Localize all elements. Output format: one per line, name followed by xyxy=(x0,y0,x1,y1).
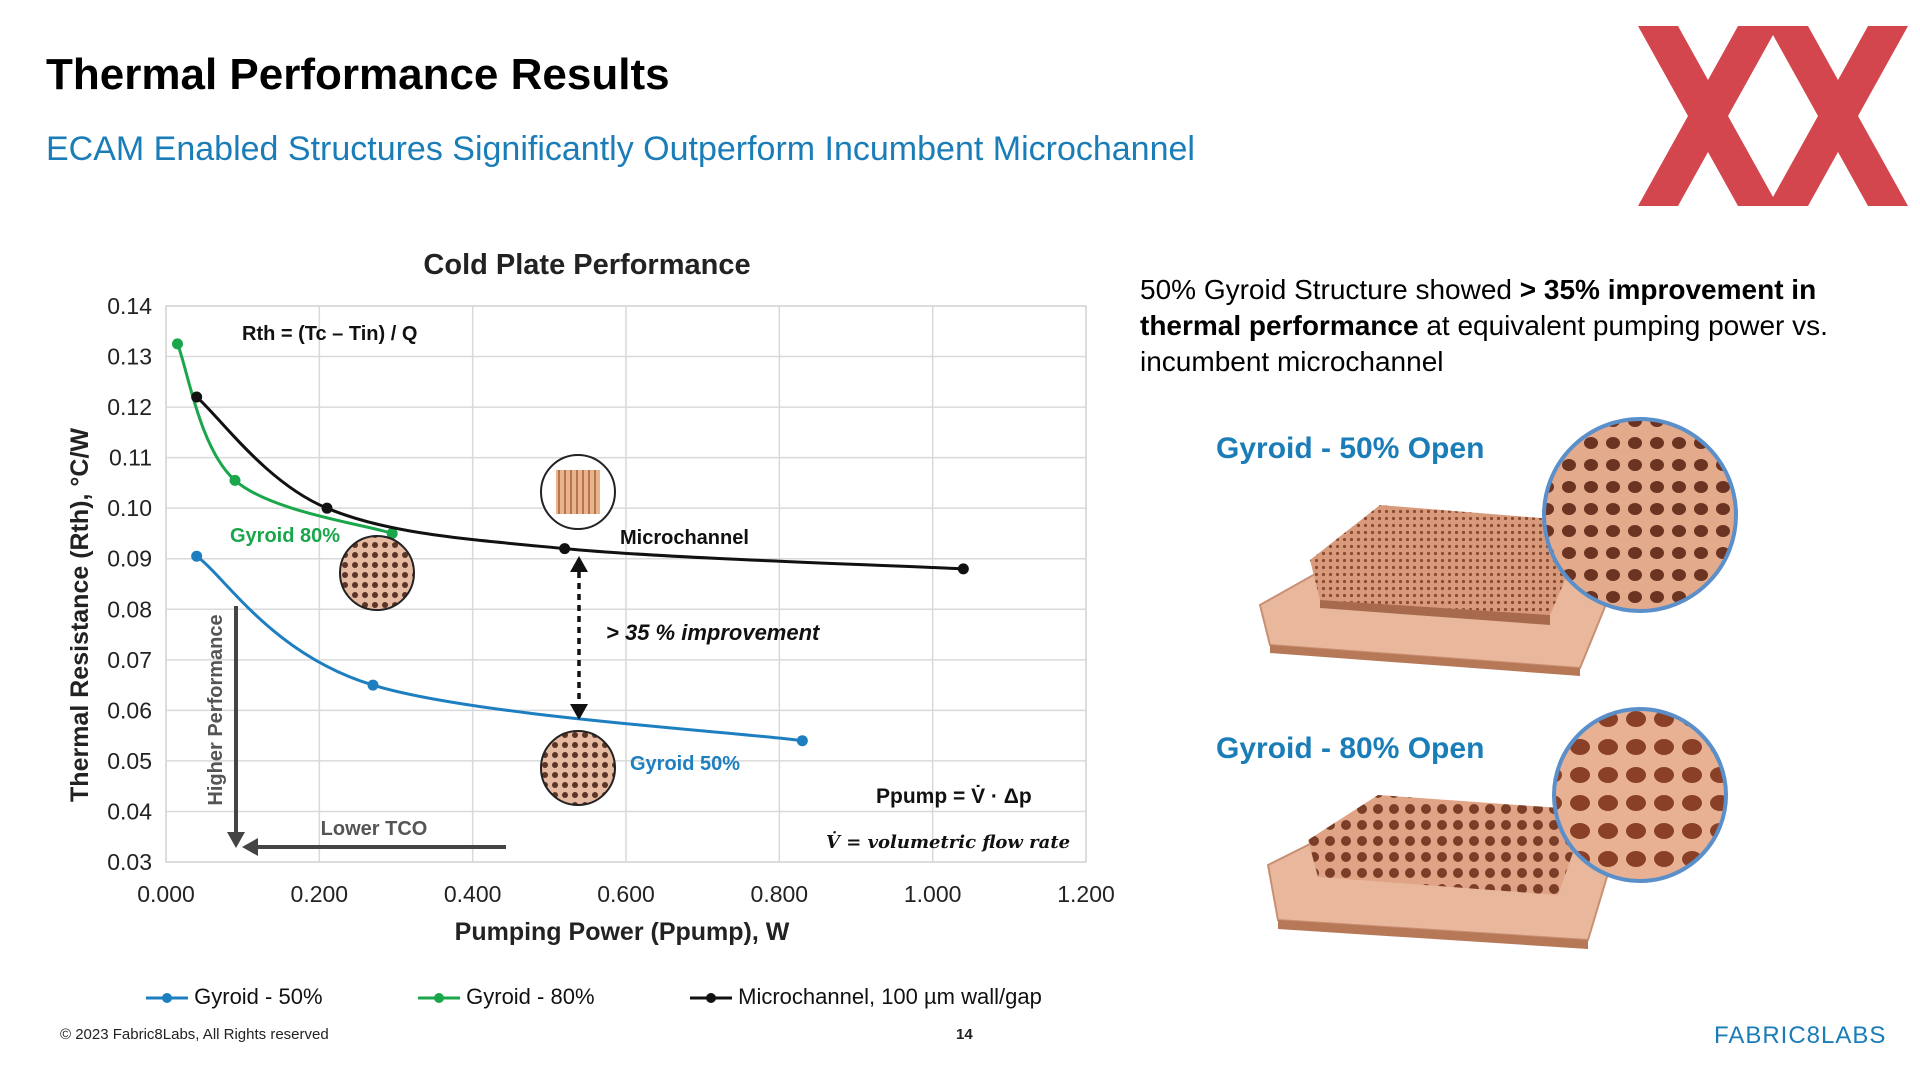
series-microchannel-point xyxy=(559,543,571,555)
legend-item-microchannel: Microchannel, 100 µm wall/gap xyxy=(690,984,1042,1010)
formula-rth: Rth = (Tc – Tin) / Q xyxy=(242,323,417,345)
series-microchannel-point xyxy=(321,502,333,514)
slide-title: Thermal Performance Results xyxy=(46,50,670,99)
legend-item-gyroid50: Gyroid - 50% xyxy=(146,984,323,1010)
lower-tco-arrow xyxy=(242,838,506,856)
series-microchannel-line xyxy=(195,395,964,571)
summary-bold: > 35% improvement in thermal performance xyxy=(1140,274,1817,341)
result-summary: 50% Gyroid Structure showed > 35% improv… xyxy=(1140,272,1860,380)
legend-item-gyroid80: Gyroid - 80% xyxy=(418,984,595,1010)
legend-marker-gyroid50-icon xyxy=(146,993,188,1004)
gyroid80-photo xyxy=(1266,707,1728,949)
legend-label: Microchannel, 100 µm wall/gap xyxy=(738,984,1042,1009)
y-tick-label: 0.09 xyxy=(107,546,152,572)
flow-rate-note: V̇ = volumetric flow rate xyxy=(826,831,1070,853)
summary-part2: at equivalent pumping power vs. incumben… xyxy=(1140,310,1828,377)
y-tick-label: 0.13 xyxy=(107,344,152,370)
x-axis-ticks: 0.000 0.200 0.400 0.600 0.800 1.000 1.200 xyxy=(137,881,1115,907)
legend-marker-gyroid80-icon xyxy=(418,993,460,1004)
higher-performance-label: Higher Performance xyxy=(205,614,227,805)
brand-wordmark: FABRIC8LABS xyxy=(1714,1022,1887,1049)
label-microchannel: Microchannel xyxy=(620,527,749,549)
series-gyroid80-point xyxy=(172,338,183,350)
series-gyroid50-point xyxy=(191,550,203,562)
fabric8labs-logo xyxy=(1638,26,1908,206)
y-tick-label: 0.10 xyxy=(107,495,152,521)
image-label-gyroid80: Gyroid - 80% Open xyxy=(1216,732,1485,765)
copyright: © 2023 Fabric8Labs, All Rights reserved xyxy=(60,1026,329,1043)
legend-marker-microchannel-icon xyxy=(690,993,732,1004)
series-microchannel-point xyxy=(191,391,203,403)
legend-label: Gyroid - 80% xyxy=(466,984,595,1009)
series-gyroid50-point xyxy=(367,679,379,691)
chart-grid xyxy=(165,305,1087,863)
formula-ppump: Ppump = V̇ · Δp xyxy=(876,784,1032,808)
y-tick-label: 0.05 xyxy=(107,748,152,774)
series-microchannel-point xyxy=(957,563,969,575)
lower-tco-label: Lower TCO xyxy=(321,818,428,840)
y-tick-label: 0.11 xyxy=(109,445,152,471)
x-tick-label: 0.800 xyxy=(751,881,809,907)
microchannel-thumbnail-icon xyxy=(540,454,616,530)
y-tick-label: 0.07 xyxy=(107,647,152,673)
slide-subtitle: ECAM Enabled Structures Significantly Ou… xyxy=(46,130,1195,168)
y-tick-label: 0.08 xyxy=(107,596,152,622)
label-gyroid80: Gyroid 80% xyxy=(230,525,340,547)
higher-performance-arrow xyxy=(227,606,245,848)
series-gyroid50 xyxy=(191,550,808,747)
x-tick-label: 0.000 xyxy=(137,881,195,907)
series-gyroid80-point xyxy=(386,527,398,539)
y-tick-label: 0.04 xyxy=(107,798,152,824)
improvement-label: > 35 % improvement xyxy=(606,620,821,645)
series-gyroid80-line xyxy=(176,343,393,535)
series-layer xyxy=(172,338,969,747)
legend-label: Gyroid - 50% xyxy=(194,984,323,1009)
x-tick-label: 1.200 xyxy=(1057,881,1115,907)
y-axis-label: Thermal Resistance (Rth), °C/W xyxy=(66,428,94,802)
y-tick-label: 0.06 xyxy=(107,697,152,723)
summary-part1: 50% Gyroid Structure showed xyxy=(1140,274,1520,305)
y-tick-label: 0.14 xyxy=(107,293,152,319)
page-number: 14 xyxy=(956,1026,973,1043)
chart-title: Cold Plate Performance xyxy=(423,249,750,281)
cold-plate-chart: Cold Plate Performance 0.030.040.050.060… xyxy=(66,249,1115,946)
series-gyroid50-line xyxy=(195,554,803,743)
series-gyroid50-point xyxy=(796,735,808,747)
gyroid80-thumbnail-icon xyxy=(339,535,415,611)
series-gyroid80 xyxy=(172,338,398,539)
improvement-arrow xyxy=(570,556,588,720)
x-tick-label: 0.200 xyxy=(291,881,349,907)
series-microchannel xyxy=(191,391,969,575)
series-gyroid80-point xyxy=(229,474,241,486)
x-tick-label: 1.000 xyxy=(904,881,962,907)
x-tick-label: 0.600 xyxy=(597,881,655,907)
x-axis-label: Pumping Power (Ppump), W xyxy=(455,918,790,946)
gyroid50-thumbnail-icon xyxy=(540,730,616,806)
gyroid50-photo xyxy=(1258,417,1738,676)
y-axis-ticks: 0.03 0.04 0.05 0.06 0.07 0.08 0.09 0.10 0.11 0.12… xyxy=(107,293,152,875)
y-tick-label: 0.03 xyxy=(107,849,152,875)
label-gyroid50: Gyroid 50% xyxy=(630,753,740,775)
image-label-gyroid50: Gyroid - 50% Open xyxy=(1216,432,1485,465)
x-tick-label: 0.400 xyxy=(444,881,502,907)
y-tick-label: 0.12 xyxy=(107,394,152,420)
